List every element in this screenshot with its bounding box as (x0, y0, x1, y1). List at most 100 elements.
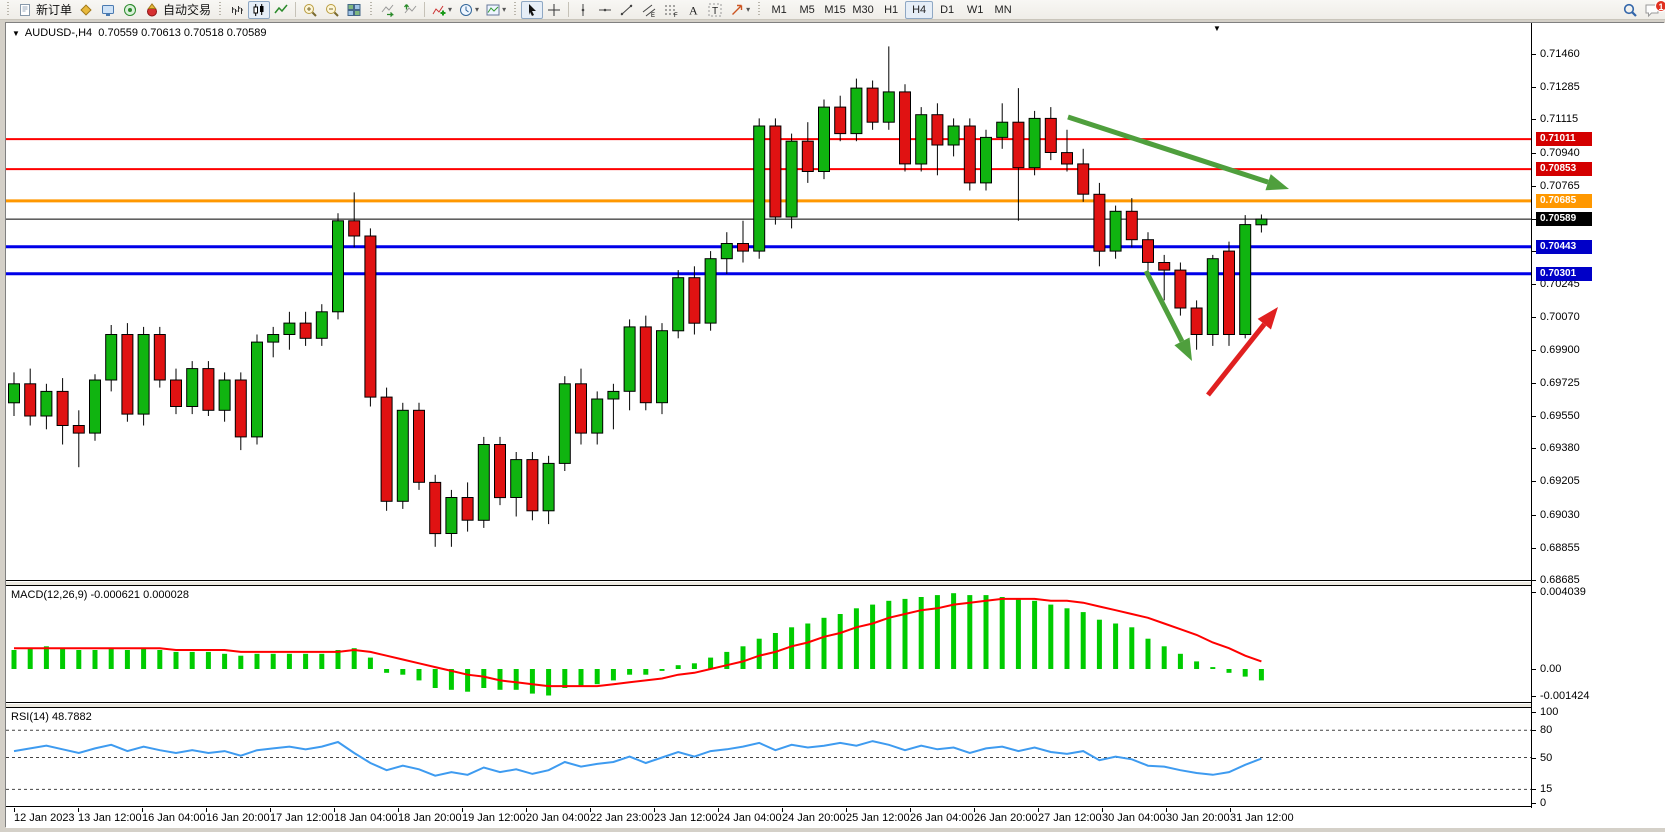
chart-shift-button[interactable] (399, 1, 421, 19)
axis-tick (1532, 515, 1536, 516)
axis-tick (1532, 54, 1536, 55)
zoom-out-button[interactable] (321, 1, 343, 19)
zoomout-icon (324, 2, 340, 18)
market-watch-button[interactable] (97, 1, 119, 19)
bars-icon (229, 2, 245, 18)
dropdown-caret-icon[interactable]: ▾ (746, 5, 751, 14)
search-button[interactable] (1619, 1, 1641, 19)
line-chart-button[interactable] (270, 1, 292, 19)
dropdown-caret-icon[interactable]: ▾ (475, 5, 480, 14)
symbol-period-label: AUDUSD-,H4 (24, 27, 93, 39)
autobot-icon (144, 2, 160, 18)
time-tick-label: 18 Jan 04:00 (334, 812, 398, 824)
bar-chart-button[interactable] (226, 1, 248, 19)
time-tick-label: 17 Jan 12:00 (270, 812, 334, 824)
time-scale[interactable]: 12 Jan 2023 13 Jan 12:00 16 Jan 04:00 16 Ja… (6, 808, 1665, 828)
symbol-dropdown-icon[interactable]: ▼ (12, 29, 20, 38)
timeframe-mn-button[interactable]: MN (994, 3, 1012, 16)
vertical-line-button[interactable] (572, 1, 594, 19)
templates-button[interactable]: ▾ (482, 1, 509, 19)
chart-title: ▼ AUDUSD-,H4 0.70559 0.70613 0.70518 0.70… (12, 27, 267, 39)
time-tick-label: 16 Jan 04:00 (142, 812, 206, 824)
periods-button[interactable]: ▾ (455, 1, 482, 19)
macd-panel[interactable] (6, 585, 1531, 703)
axis-tick (1532, 448, 1536, 449)
level-price-badge: 0.70443 (1536, 240, 1592, 254)
shift-icon (402, 2, 418, 18)
time-tick-label: 30 Jan 04:00 (1102, 812, 1166, 824)
chart-profile-button[interactable] (75, 1, 97, 19)
tile-windows-button[interactable] (343, 1, 365, 19)
time-tick (910, 808, 911, 812)
time-tick (334, 808, 335, 812)
axis-tick (1532, 789, 1536, 790)
time-tick (206, 808, 207, 812)
zoom-in-button[interactable] (299, 1, 321, 19)
doc-icon (17, 2, 33, 18)
dropdown-caret-icon[interactable]: ▾ (448, 5, 453, 14)
horizontal-line-button[interactable] (594, 1, 616, 19)
timeframe-m1-button[interactable]: M1 (771, 3, 787, 16)
timeframe-m15-button[interactable]: M15 (824, 3, 846, 16)
price-scale[interactable]: 0.71460 0.71285 0.71115 0.70940 0.70765 0.705… (1531, 23, 1665, 809)
timeframe-d1-button[interactable]: D1 (940, 3, 955, 16)
main-chart-plot[interactable] (6, 23, 1531, 581)
timeframe-m30-button[interactable]: M30 (852, 3, 874, 16)
notification-badge: 1 (1655, 0, 1665, 12)
crosshair-icon (546, 2, 562, 18)
crosshair-button[interactable] (543, 1, 565, 19)
axis-tick (1532, 758, 1536, 759)
timeframe-h4-button[interactable]: H4 (905, 0, 934, 19)
fibonacci-button[interactable]: F (660, 1, 682, 19)
timeframe-w1-button[interactable]: W1 (966, 3, 984, 16)
time-tick-label: 27 Jan 12:00 (1038, 812, 1102, 824)
time-tick (1038, 808, 1039, 812)
axis-tick (1532, 416, 1536, 417)
axis-tick (1532, 592, 1536, 593)
time-tick (462, 808, 463, 812)
price-tick-label: 0.68855 (1540, 542, 1580, 554)
candlestick-chart-button[interactable] (248, 0, 271, 19)
axis-tick (1532, 284, 1536, 285)
text-label-button[interactable]: T (704, 1, 726, 19)
arrows-button[interactable]: ▾ (726, 1, 753, 19)
level-price-badge: 0.70685 (1536, 194, 1592, 208)
timeframe-h1-button[interactable]: H1 (884, 3, 899, 16)
data-window-button[interactable] (119, 1, 141, 19)
autotrading-button[interactable]: 自动交易 (141, 1, 214, 19)
equidistant-channel-button[interactable]: E (638, 1, 660, 19)
toolbar-separator (295, 2, 297, 17)
text-button[interactable]: A (682, 1, 704, 19)
price-tick-label: 0.70940 (1540, 147, 1580, 159)
panel-splitter-macd[interactable] (6, 582, 1665, 585)
rsi-indicator-label: RSI(14) 48.7882 (11, 711, 92, 723)
toolbar-grip (5, 2, 11, 17)
timeframe-m5-button[interactable]: M5 (799, 3, 815, 16)
price-tick-label: 0.70070 (1540, 311, 1580, 323)
last-bar-marker: ▼ (1213, 24, 1221, 33)
time-tick-label: 25 Jan 12:00 (846, 812, 910, 824)
cursor-icon (524, 2, 540, 18)
time-tick (142, 808, 143, 812)
price-tick-label: 0.69725 (1540, 377, 1580, 389)
time-tick (526, 808, 527, 812)
rsi-panel[interactable] (6, 707, 1531, 807)
time-tick (974, 808, 975, 812)
time-tick-label: 18 Jan 20:00 (398, 812, 462, 824)
textA-icon: A (685, 2, 701, 18)
cursor-button[interactable] (521, 0, 544, 19)
panel-splitter-rsi[interactable] (6, 704, 1665, 707)
dropdown-caret-icon[interactable]: ▾ (502, 5, 507, 14)
trendline-button[interactable] (616, 1, 638, 19)
time-tick-label: 30 Jan 20:00 (1166, 812, 1230, 824)
time-tick (78, 808, 79, 812)
chat-button[interactable]: 1 (1641, 0, 1665, 19)
new-order-button-label: 新订单 (36, 3, 73, 17)
auto-scroll-button[interactable] (377, 1, 399, 19)
template-icon (485, 2, 501, 18)
textT-icon: T (707, 2, 723, 18)
new-order-button[interactable]: 新订单 (14, 1, 75, 19)
candles-icon (251, 2, 267, 18)
indicators-button[interactable]: ▾ (428, 1, 455, 19)
axis-tick (1532, 251, 1536, 252)
